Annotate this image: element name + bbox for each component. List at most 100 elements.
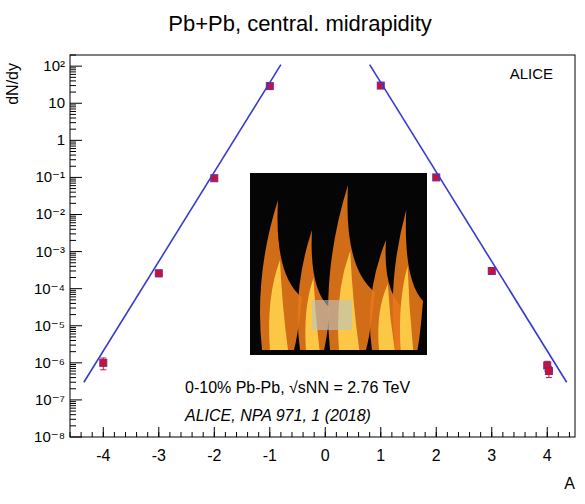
- x-minor-tick: [92, 432, 93, 437]
- y-tick: [70, 288, 82, 289]
- x-minor-tick: [425, 432, 426, 437]
- plot-frame: [70, 55, 575, 437]
- data-point: [545, 368, 552, 375]
- y-minor-tick: [70, 196, 76, 197]
- y-minor-tick: [70, 179, 76, 180]
- y-minor-tick: [70, 331, 76, 332]
- y-minor-tick: [70, 155, 76, 156]
- x-minor-tick: [70, 432, 71, 437]
- y-minor-tick: [70, 71, 76, 72]
- error-cap: [546, 377, 552, 378]
- y-tick: [70, 177, 82, 178]
- y-minor-tick: [70, 351, 76, 352]
- y-minor-tick: [70, 80, 76, 81]
- y-minor-tick: [70, 104, 76, 105]
- x-minor-tick: [447, 432, 448, 437]
- x-minor-tick: [380, 432, 381, 437]
- x-minor-tick: [280, 432, 281, 437]
- y-minor-tick: [70, 368, 76, 369]
- x-tick: [214, 427, 215, 437]
- x-minor-tick: [158, 432, 159, 437]
- y-minor-tick: [70, 333, 76, 334]
- y-minor-tick: [70, 143, 76, 144]
- x-minor-tick: [303, 432, 304, 437]
- x-tick-label: -1: [263, 447, 277, 464]
- x-tick: [103, 427, 104, 437]
- y-minor-tick: [70, 55, 76, 56]
- y-tick-label: 10⁻²: [35, 205, 65, 222]
- x-minor-tick: [347, 432, 348, 437]
- y-minor-tick: [70, 270, 76, 271]
- y-tick-label: 10⁻³: [35, 243, 65, 260]
- y-minor-tick: [70, 366, 76, 367]
- x-minor-tick: [147, 432, 148, 437]
- x-minor-tick: [525, 432, 526, 437]
- y-tick: [70, 362, 82, 363]
- fit-line: [84, 65, 281, 383]
- x-minor-tick: [136, 432, 137, 437]
- x-minor-tick: [402, 432, 403, 437]
- x-tick: [491, 427, 492, 437]
- x-tick-label: 0: [321, 447, 330, 464]
- y-minor-tick: [70, 146, 76, 147]
- x-tick: [436, 427, 437, 437]
- x-minor-tick: [513, 432, 514, 437]
- y-minor-tick: [70, 129, 76, 130]
- y-minor-tick: [70, 166, 76, 167]
- x-minor-tick: [125, 432, 126, 437]
- x-minor-tick: [502, 432, 503, 437]
- y-minor-tick: [70, 159, 76, 160]
- x-tick-label: 2: [432, 447, 441, 464]
- y-tick: [70, 437, 82, 438]
- y-minor-tick: [70, 388, 76, 389]
- fit-line: [370, 65, 567, 383]
- x-minor-tick: [558, 432, 559, 437]
- y-minor-tick: [70, 314, 76, 315]
- y-tick-label: 10: [48, 94, 65, 111]
- y-tick: [70, 251, 82, 252]
- annotation: ALICE: [510, 65, 553, 82]
- y-minor-tick: [70, 296, 76, 297]
- x-minor-tick: [192, 432, 193, 437]
- inset-image: [250, 173, 427, 355]
- x-minor-tick: [391, 432, 392, 437]
- annotation: ALICE, NPA 971, 1 (2018): [184, 407, 371, 424]
- y-minor-tick: [70, 188, 76, 189]
- x-tick: [325, 427, 326, 437]
- y-minor-tick: [70, 192, 76, 193]
- y-minor-tick: [70, 142, 76, 143]
- y-minor-tick: [70, 277, 76, 278]
- y-minor-tick: [70, 340, 76, 341]
- x-tick: [158, 427, 159, 437]
- x-minor-tick: [569, 432, 570, 437]
- y-axis-title: dN/dy: [4, 63, 21, 105]
- y-tick-label: 10²: [43, 57, 65, 74]
- plot-area: [84, 65, 567, 383]
- x-minor-tick: [325, 432, 326, 437]
- y-tick-label: 10⁻⁶: [34, 354, 65, 371]
- y-minor-tick: [70, 74, 76, 75]
- y-minor-tick: [70, 259, 76, 260]
- y-minor-tick: [70, 292, 76, 293]
- y-minor-tick: [70, 85, 76, 86]
- x-tick: [547, 427, 548, 437]
- data-point: [155, 270, 162, 277]
- x-minor-tick: [81, 432, 82, 437]
- x-minor-tick: [269, 432, 270, 437]
- annotation: 0-10% Pb-Pb, √sNN = 2.76 TeV: [185, 379, 410, 396]
- x-minor-tick: [225, 432, 226, 437]
- y-minor-tick: [70, 122, 76, 123]
- y-minor-tick: [70, 266, 76, 267]
- x-minor-tick: [336, 432, 337, 437]
- y-minor-tick: [70, 419, 76, 420]
- y-minor-tick: [70, 290, 76, 291]
- y-minor-tick: [70, 425, 76, 426]
- x-minor-tick: [358, 432, 359, 437]
- x-minor-tick: [369, 432, 370, 437]
- y-minor-tick: [70, 364, 76, 365]
- x-minor-tick: [236, 432, 237, 437]
- y-minor-tick: [70, 111, 76, 112]
- y-minor-tick: [70, 262, 76, 263]
- x-minor-tick: [314, 432, 315, 437]
- x-minor-tick: [469, 432, 470, 437]
